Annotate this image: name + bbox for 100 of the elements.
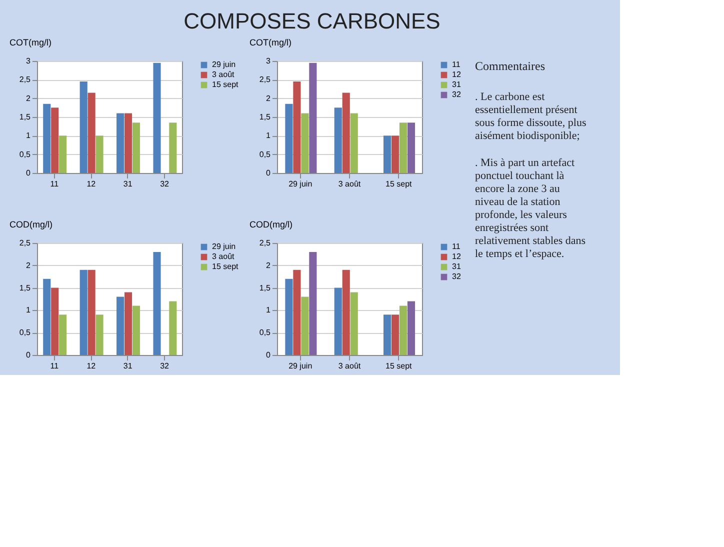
y-tick-label: 3	[26, 56, 32, 66]
x-tick-label: 11	[50, 180, 60, 188]
x-tick-label: 15 sept	[386, 180, 413, 188]
x-tick-label: 31	[123, 180, 133, 188]
y-axis-title: COD(mg/l)	[10, 220, 52, 230]
text: COMPOSES CARBONES	[184, 8, 440, 34]
bar	[59, 314, 67, 355]
bar	[51, 108, 59, 173]
bar	[334, 288, 342, 355]
legend-label: 32	[452, 90, 462, 99]
y-tick-label: 0	[266, 168, 272, 178]
bar	[285, 278, 293, 355]
bar	[407, 122, 416, 173]
x-tick-label: 29 juin	[288, 362, 312, 370]
y-tick-label: 0	[26, 168, 32, 178]
legend-label: 31	[452, 80, 462, 89]
bar	[407, 301, 416, 355]
y-tick-label: 2,5	[19, 75, 32, 84]
y-tick-label: 2	[266, 260, 272, 270]
bar	[309, 62, 317, 173]
bar	[350, 113, 358, 173]
x-tick-label: 32	[160, 362, 170, 370]
bar	[399, 122, 408, 173]
bar	[391, 136, 400, 173]
y-tick-label: 0,5	[259, 150, 272, 159]
y-tick-label: 1	[26, 131, 32, 140]
y-tick-label: 0	[266, 350, 272, 360]
bar	[116, 113, 124, 173]
x-tick-label: 31	[123, 362, 133, 370]
text: Commentaires	[475, 59, 546, 73]
x-tick-label: 32	[160, 180, 170, 188]
y-axis-title: COT(mg/l)	[10, 38, 52, 48]
bar	[350, 292, 358, 355]
y-tick-label: 1,5	[19, 112, 32, 122]
bar	[124, 292, 132, 355]
y-tick-label: 2,5	[259, 75, 272, 84]
y-tick-label: 1	[266, 306, 272, 315]
bar	[169, 301, 177, 355]
legend-label: 29 juin	[212, 242, 236, 251]
bar	[96, 136, 104, 173]
legend-label: 15 sept	[212, 262, 240, 271]
x-tick-label: 12	[86, 362, 96, 370]
bar	[132, 122, 140, 173]
x-tick-label: 15 sept	[386, 362, 413, 370]
legend-label: 31	[452, 262, 462, 271]
legend-label: 12	[452, 252, 462, 261]
legend-label: 15 sept	[212, 80, 240, 89]
bar	[153, 62, 161, 173]
text: . Le carbone est essentiellement présent sous forme dissoute, plus aisément biodisponible;	[475, 91, 586, 142]
bar	[80, 82, 88, 173]
x-tick-label: 29 juin	[288, 180, 312, 188]
bar	[132, 306, 140, 355]
legend-label: 11	[452, 242, 461, 251]
bar	[169, 122, 177, 173]
bar	[96, 314, 104, 355]
bar	[309, 252, 317, 355]
legend-label: 11	[452, 60, 461, 69]
legend-label: 3 août	[212, 70, 236, 79]
bar	[88, 92, 96, 173]
bar	[334, 108, 342, 173]
bar	[293, 270, 301, 355]
text: . Mis à part un artefact ponctuel touchant là encore la zone 3 au niveau de la station profonde, les valeurs enregistrées sont relativement stables dans le temps et l’espace.	[475, 157, 586, 260]
bar	[88, 270, 96, 355]
y-axis-title: COD(mg/l)	[250, 220, 292, 230]
y-tick-label: 2	[26, 94, 32, 103]
y-tick-label: 0	[26, 350, 32, 360]
bar	[51, 288, 59, 355]
bar	[43, 278, 51, 355]
y-tick-label: 0,5	[259, 328, 272, 338]
bar	[80, 270, 88, 355]
x-tick-label: 3 août	[338, 362, 362, 370]
bar	[43, 104, 51, 173]
bar	[399, 306, 408, 355]
bar	[383, 136, 392, 173]
y-tick-label: 2,5	[259, 238, 272, 248]
bar	[391, 314, 400, 355]
x-tick-label: 12	[86, 180, 96, 188]
legend-label: 29 juin	[212, 60, 236, 69]
y-tick-label: 3	[266, 56, 272, 66]
y-axis-title: COT(mg/l)	[250, 38, 292, 48]
bar	[153, 252, 161, 355]
bar	[124, 113, 132, 173]
y-tick-label: 1,5	[259, 283, 272, 292]
legend-label: 32	[452, 272, 462, 281]
y-tick-label: 1	[266, 131, 272, 140]
bar	[301, 113, 309, 173]
legend-label: 3 août	[212, 252, 236, 261]
x-tick-label: 3 août	[338, 180, 362, 188]
bar	[59, 136, 67, 173]
bar	[342, 92, 350, 173]
y-tick-label: 2	[266, 94, 272, 103]
bar	[342, 270, 350, 355]
bar	[301, 296, 309, 355]
y-tick-label: 2,5	[19, 238, 32, 248]
bar	[293, 82, 301, 173]
y-tick-label: 2	[26, 260, 32, 270]
y-tick-label: 1,5	[19, 283, 32, 292]
y-tick-label: 1,5	[259, 112, 272, 122]
y-tick-label: 0,5	[19, 328, 32, 338]
x-tick-label: 11	[50, 362, 60, 370]
